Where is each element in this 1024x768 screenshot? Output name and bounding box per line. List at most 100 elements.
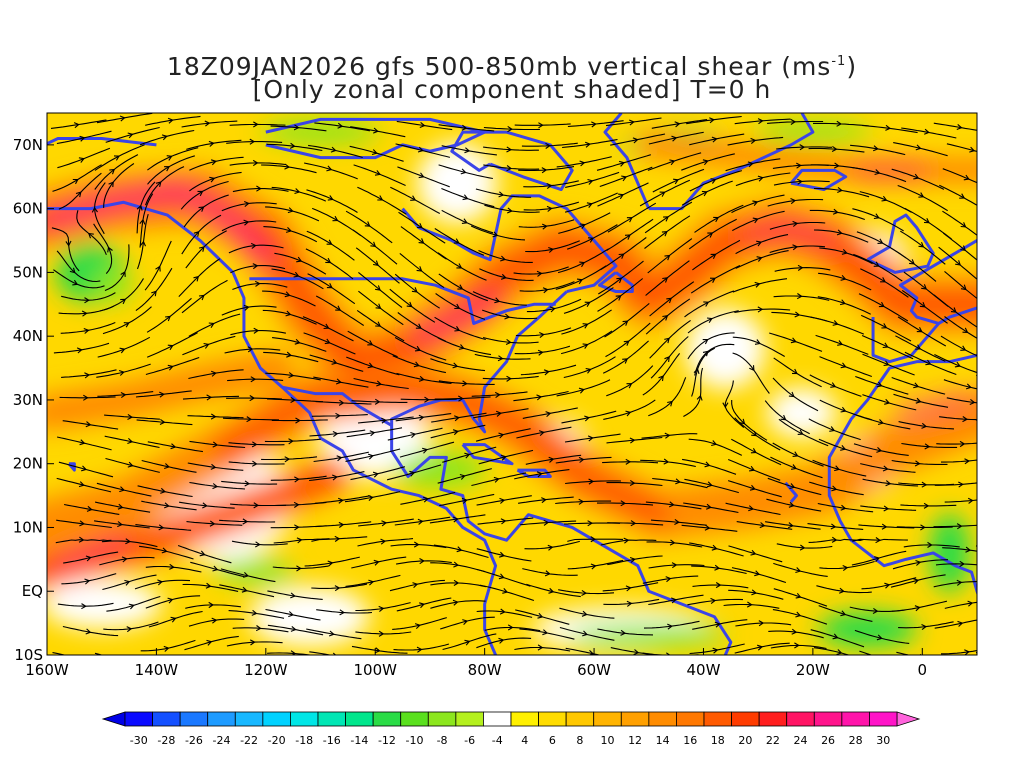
streamline-arrow — [1005, 246, 1010, 251]
streamline-arrow — [170, 616, 177, 623]
colorbar-label: 14 — [656, 734, 670, 747]
streamline-arrow — [626, 600, 633, 607]
streamline-arrow — [286, 351, 293, 358]
streamline-arrow — [754, 281, 761, 288]
streamline-arrow — [876, 381, 883, 388]
streamline-arrow — [588, 478, 595, 485]
streamline-arrow — [418, 375, 425, 382]
streamline-arrow — [883, 360, 890, 367]
streamline-arrow — [626, 217, 633, 223]
streamline-arrow — [739, 418, 746, 425]
streamline-arrow — [290, 396, 297, 403]
streamline-arrow — [665, 576, 672, 583]
streamline-arrow — [587, 237, 594, 243]
streamline — [976, 374, 977, 377]
streamline-arrow — [836, 649, 843, 655]
streamline-arrow — [878, 301, 885, 308]
colorbar-label: -16 — [323, 734, 341, 747]
streamline-arrow — [673, 178, 679, 185]
streamline-arrow — [915, 144, 922, 151]
streamline — [984, 292, 1024, 322]
streamline-arrow — [243, 304, 250, 311]
streamline-arrow — [419, 602, 426, 609]
streamline-arrow — [167, 117, 174, 124]
streamline — [987, 274, 1024, 305]
streamline-arrow — [661, 230, 668, 237]
streamline-arrow — [787, 522, 794, 529]
streamline-arrow — [335, 305, 342, 311]
streamline-arrow — [164, 166, 171, 172]
colorbar-label: 22 — [766, 734, 780, 747]
streamline-arrow — [662, 277, 669, 283]
colorbar-label: 16 — [683, 734, 697, 747]
streamline-arrow — [107, 246, 113, 253]
streamline-arrow — [1011, 519, 1016, 524]
streamline-arrow — [412, 582, 419, 588]
streamline-arrow — [211, 617, 218, 624]
streamline-arrow — [885, 124, 892, 131]
x-axis: 160W 140W 120W 100W 80W 60W 40W 20W 0 — [25, 648, 927, 679]
streamline-arrow — [620, 629, 627, 636]
streamline-arrow — [243, 219, 250, 226]
streamline-arrow — [881, 195, 888, 202]
streamline-arrow — [251, 609, 258, 616]
africa-west-coast — [827, 353, 977, 596]
streamline-arrow — [1000, 417, 1004, 422]
streamline-arrow — [498, 637, 505, 644]
streamline-arrow — [198, 206, 205, 212]
streamline-arrow — [875, 537, 882, 544]
streamline-arrow — [253, 327, 260, 334]
streamline-arrow — [502, 588, 509, 594]
streamline-arrow — [163, 645, 170, 652]
streamline-arrow — [918, 192, 925, 198]
streamline-arrow — [749, 465, 756, 472]
americas-west-coast — [47, 200, 498, 655]
streamline-arrow — [373, 260, 379, 266]
streamline — [984, 143, 1024, 155]
streamline-arrow — [964, 649, 970, 655]
streamline — [980, 589, 1024, 593]
streamline-arrow — [416, 222, 423, 229]
streamline-arrow — [622, 320, 629, 326]
streamline-arrow — [874, 556, 881, 563]
streamline-arrow — [169, 563, 175, 570]
streamline-arrow — [752, 200, 759, 207]
streamline-arrow — [757, 118, 764, 125]
streamline-arrow — [1005, 196, 1010, 201]
streamline-arrow — [913, 382, 920, 389]
streamline-arrow — [882, 342, 889, 349]
streamline-arrow — [294, 476, 300, 483]
streamline-arrow — [923, 217, 930, 224]
streamline-arrow — [334, 535, 341, 542]
streamline-arrow — [335, 412, 341, 419]
streamline-arrow — [139, 240, 147, 247]
streamline-arrow — [294, 524, 300, 531]
colorbar-label: 28 — [849, 734, 863, 747]
streamline-arrow — [663, 458, 670, 465]
streamline-arrow — [326, 282, 333, 289]
colorbar-swatch — [207, 711, 236, 727]
streamline-arrow — [620, 500, 627, 507]
y-axis: 70N 60N 50N 40N 30N 20N 10N EQ 10S — [13, 136, 54, 664]
streamline-arrow — [585, 367, 592, 374]
colorbar-swatch — [869, 711, 898, 727]
streamline-arrow — [795, 611, 802, 618]
streamline-arrow — [414, 623, 421, 629]
streamline — [896, 651, 912, 655]
streamline-arrow — [108, 181, 114, 188]
streamline-arrow — [633, 649, 640, 655]
streamline-arrow — [506, 375, 512, 382]
streamline-arrow — [409, 470, 416, 477]
streamline-arrow — [667, 400, 673, 407]
colorbar-label: -24 — [213, 734, 231, 747]
streamline-arrow — [419, 121, 426, 129]
streamline-arrow — [545, 142, 551, 149]
streamline-arrow — [882, 465, 889, 472]
streamline-arrow — [418, 414, 425, 421]
streamline-arrow — [289, 142, 296, 149]
colorbar-label: -18 — [295, 734, 313, 747]
streamline-arrow — [537, 644, 544, 651]
streamline-arrow — [121, 556, 128, 563]
streamline-arrow — [506, 165, 513, 172]
streamline-arrow — [923, 128, 930, 135]
